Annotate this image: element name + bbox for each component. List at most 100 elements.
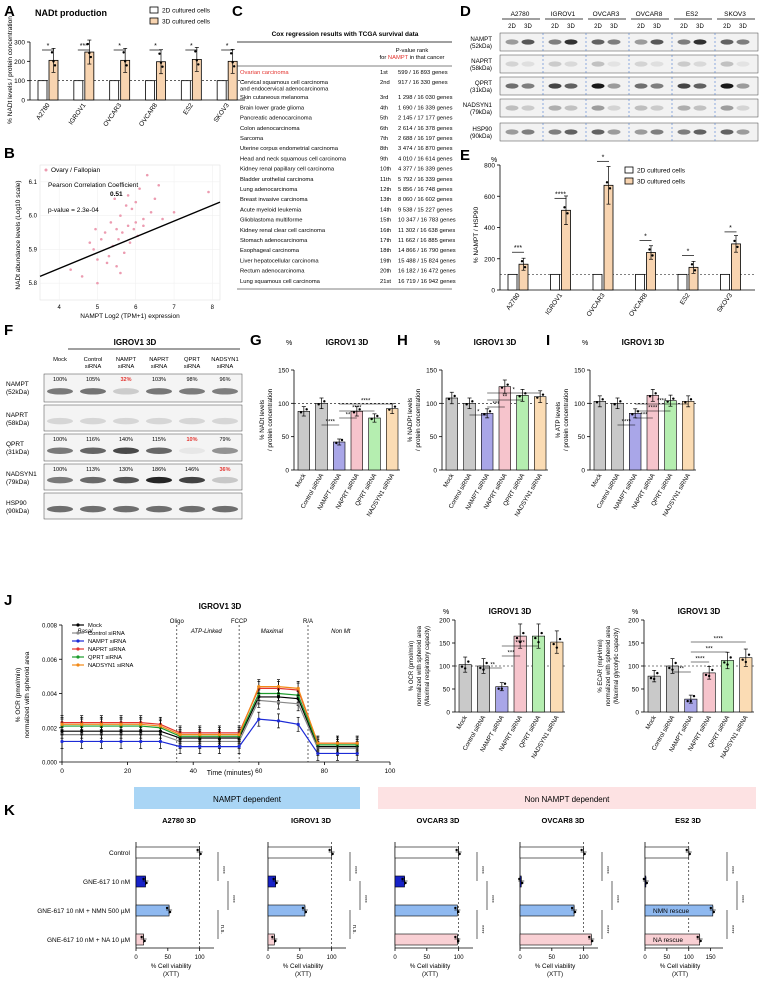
sig-marker: **** — [515, 641, 525, 647]
G-unit: % — [286, 340, 292, 347]
data-point — [518, 640, 522, 644]
blot-band — [113, 447, 139, 454]
x-tick-label: 100 — [327, 955, 338, 961]
G-ylabel-2: / protein concentration — [267, 388, 274, 451]
data-point — [534, 636, 537, 640]
blot-band — [564, 83, 578, 89]
data-point — [158, 52, 161, 55]
blot-band — [521, 61, 535, 67]
data-point — [52, 60, 55, 63]
legend-label: Mock — [88, 623, 102, 629]
legend-label: NAPRT siRNA — [88, 647, 126, 653]
panel-letter-D: D — [460, 3, 471, 20]
series-point — [296, 702, 300, 706]
scatter-point — [109, 221, 113, 224]
data-point — [488, 410, 492, 413]
series-point — [99, 739, 103, 744]
lane-label: siRNA — [151, 364, 168, 370]
blot-band — [47, 505, 73, 513]
scatter-point — [126, 194, 130, 197]
y-tick-label: 150 — [628, 641, 639, 648]
protein-kda: (58kDa) — [6, 420, 29, 427]
x-tick-label: 0 — [134, 955, 138, 961]
data-point — [145, 881, 148, 885]
lane-label: NAPRT — [149, 357, 169, 363]
data-point — [122, 51, 125, 54]
table-title: Cox regression results with TCGA surviva… — [272, 31, 419, 38]
k-panel-title: OVCAR3 3D — [417, 816, 461, 825]
data-point — [500, 386, 504, 389]
data-point — [458, 852, 461, 856]
lane-label: 2D — [551, 24, 559, 30]
y-tick-label: 0.008 — [42, 624, 58, 630]
x-tick-label-OVCAR8: OVCAR8 — [628, 292, 649, 318]
data-point — [723, 661, 726, 664]
protein-kda: (90kDa) — [6, 508, 29, 515]
cancer-name: and endocervical adenocarcinoma — [240, 87, 329, 93]
protein-kda: (52kDa) — [6, 389, 29, 396]
G-title: IGROV1 3D — [326, 338, 369, 347]
rank-ordinal: 19th — [380, 258, 391, 264]
k-panel-title: IGROV1 3D — [291, 816, 332, 825]
sig-marker: *** — [80, 43, 88, 50]
series-line-NADSYN1 siRNA — [62, 686, 358, 744]
data-point — [196, 848, 199, 852]
scatter-point — [88, 241, 92, 244]
data-point — [50, 51, 54, 54]
sig-marker: *** — [706, 647, 714, 653]
scatter-point — [149, 210, 153, 214]
data-point — [601, 398, 604, 401]
blot-band — [607, 129, 621, 135]
blot-band — [113, 476, 139, 484]
blot-band — [505, 105, 519, 111]
sig-marker: **** — [738, 895, 744, 903]
panel-letter-K: K — [4, 802, 15, 819]
sig-marker: *** — [492, 402, 500, 408]
data-point — [736, 245, 739, 249]
data-point — [709, 906, 713, 910]
legend-2d: 2D cultured cells — [637, 168, 686, 175]
series-point — [139, 722, 143, 726]
data-point — [317, 403, 320, 406]
bar-2d-A2780 — [37, 80, 48, 101]
y-tick-label: 6.1 — [29, 180, 38, 186]
lane-label: 3D — [653, 24, 661, 30]
data-point — [358, 408, 361, 411]
rank-genes: 599 / 16 893 genes — [398, 70, 448, 76]
data-point — [552, 642, 555, 646]
panel-a-ylabel: % NADt levels / protein concentration — [7, 16, 14, 124]
sig-marker: **** — [488, 895, 494, 903]
data-point — [159, 61, 163, 64]
rank-ordinal: 1st — [380, 70, 388, 76]
sig-marker: ** — [346, 413, 351, 419]
sig-marker: ** — [502, 395, 507, 401]
cancer-name: Brain lower grade glioma — [240, 105, 305, 111]
data-point — [454, 935, 457, 939]
blot-band — [548, 61, 562, 67]
blot-band — [548, 129, 562, 135]
y-tick-label: 0 — [491, 288, 495, 295]
rank-genes: 8 060 / 16 602 genes — [398, 197, 453, 203]
y-tick-label: 200 — [439, 618, 450, 625]
blot-band — [736, 83, 750, 89]
injection-label: R/A — [303, 619, 313, 625]
k-xlabel-2: (XTT) — [547, 971, 563, 978]
x-tick-label: 7 — [172, 305, 176, 311]
data-point — [404, 881, 407, 885]
blot-band — [736, 39, 750, 45]
rank-genes: 11 302 / 16 638 genes — [398, 228, 455, 234]
blot-band — [80, 476, 106, 484]
data-point — [648, 248, 651, 251]
blot-band — [650, 83, 664, 89]
x-tick-label-A2780: A2780 — [505, 292, 522, 312]
legend-swatch-2d — [624, 166, 634, 174]
blot-band — [650, 105, 664, 111]
scatter-point — [119, 271, 122, 275]
legend-marker — [76, 639, 80, 643]
bar-GNE-617 10 nM — [267, 875, 276, 888]
data-point — [123, 60, 127, 63]
blot-band — [212, 505, 238, 513]
rank-ordinal: 7th — [380, 136, 388, 142]
y-tick-label: 50 — [632, 687, 640, 694]
blot-cell-label: IGROV1 — [551, 11, 576, 18]
